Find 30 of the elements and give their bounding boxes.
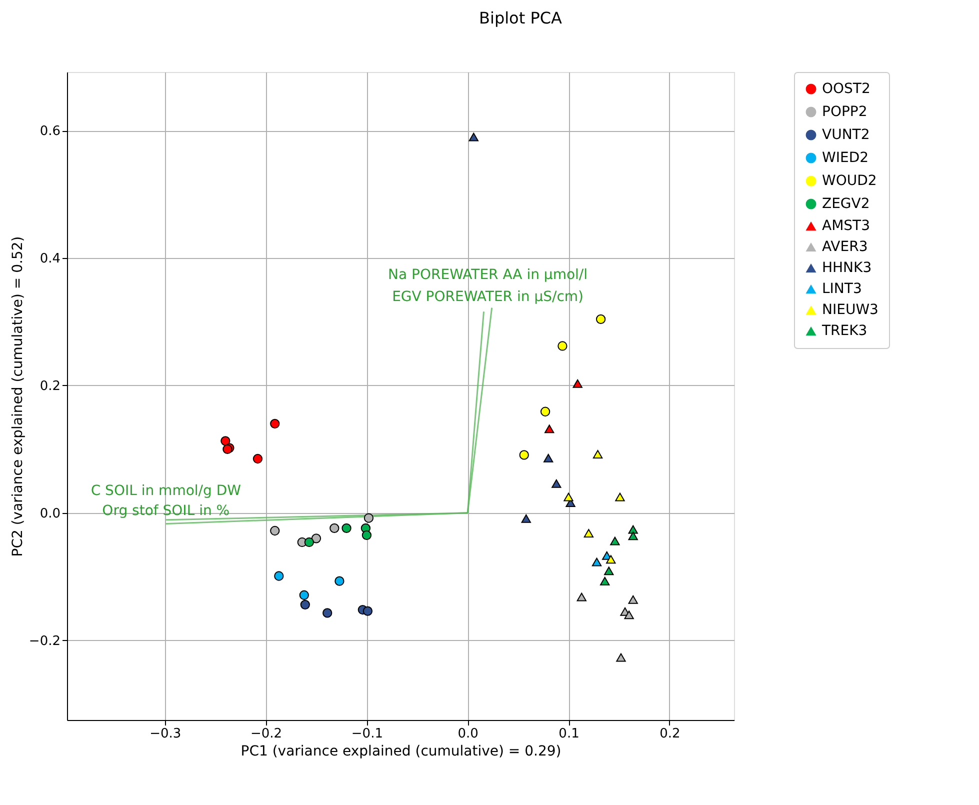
x-tick-label: 0.1 — [558, 726, 580, 742]
x-tick-label: −0.2 — [250, 726, 282, 742]
x-axis-title: PC1 (variance explained (cumulative) = 0.29) — [240, 744, 562, 760]
x-tick-label: −0.3 — [150, 726, 182, 742]
legend-label: POPP2 — [822, 104, 868, 120]
legend-label: WOUD2 — [822, 173, 877, 189]
y-tick-label: 0.0 — [40, 506, 60, 522]
text: Na POREWATER AA in µmol/l — [388, 266, 588, 283]
y-axis-title: PC2 (variance explained (cumulative) = 0.52) — [10, 236, 26, 557]
y-tick-label: 0.6 — [40, 124, 60, 140]
chart-title: Biplot PCA — [479, 8, 562, 28]
y-tick-label: −0.2 — [28, 634, 60, 649]
series-label: C SOIL in mmol/g DW — [90, 482, 242, 499]
legend-label: TREK3 — [821, 323, 868, 339]
legend-label: ZEGV2 — [822, 196, 870, 212]
legend-label: AVER3 — [822, 239, 868, 255]
legend-label: OOST2 — [822, 81, 870, 97]
legend-label: HHNK3 — [822, 260, 872, 276]
x-tick-label: 0.0 — [458, 726, 478, 742]
legend-label: LINT3 — [822, 281, 862, 297]
legend-label: NIEUW3 — [822, 302, 878, 318]
y-tick-label: 0.4 — [40, 252, 60, 267]
series-label: EGV POREWATER in µS/cm) — [392, 288, 584, 305]
legend-label: AMST3 — [822, 218, 870, 234]
series-label: Org stof SOIL in % — [102, 502, 230, 519]
legend-label: WIED2 — [822, 150, 869, 166]
x-tick-label: −0.1 — [351, 726, 383, 742]
y-tick-label: 0.2 — [40, 378, 60, 394]
x-tick-label: 0.2 — [660, 726, 680, 742]
legend-label: VUNT2 — [822, 127, 870, 143]
